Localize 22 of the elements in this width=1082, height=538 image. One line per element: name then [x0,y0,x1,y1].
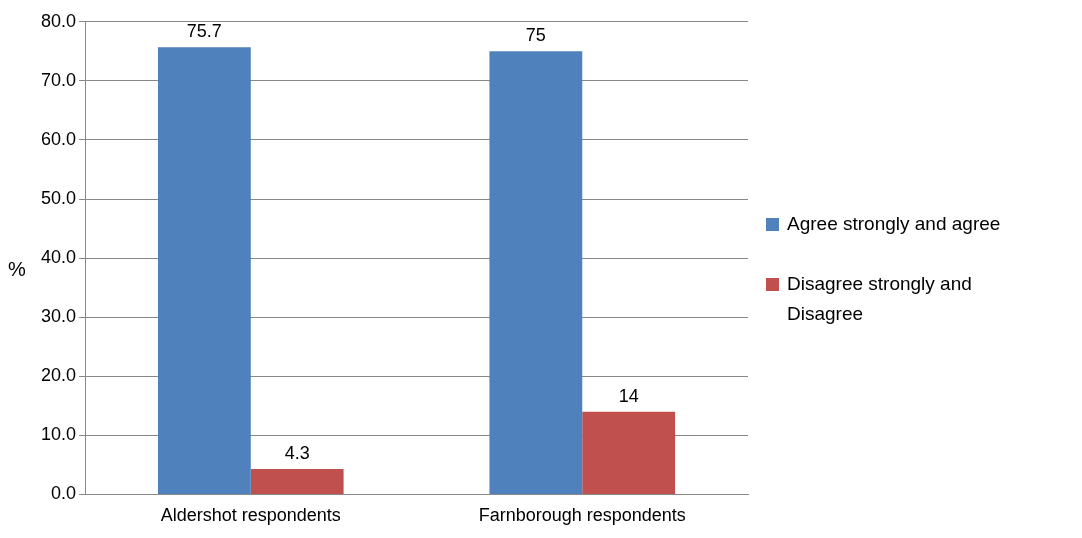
data-label: 75 [525,25,546,46]
y-tick-label: 70.0 [40,69,77,90]
y-tick-label: 60.0 [40,128,77,149]
bar [250,469,344,494]
y-tick-label: 10.0 [40,424,77,445]
x-tick-label: Farnborough respondents [478,505,686,526]
bar [582,411,676,494]
bar [489,51,583,494]
data-label: 4.3 [284,442,310,463]
x-tick-label: Aldershot respondents [160,505,341,526]
legend-label: Agree strongly and agree [787,212,1002,236]
y-tick-label: 50.0 [40,187,77,208]
data-label: 14 [618,385,639,406]
y-axis-title: % [8,256,27,282]
y-tick-label: 0.0 [51,483,77,504]
y-tick-label: 20.0 [40,365,77,386]
legend-label: Disagree strongly and Disagree [787,272,973,326]
data-label: 75.7 [186,21,222,42]
y-tick-label: 80.0 [40,10,77,31]
bar [157,47,251,494]
y-tick-label: 40.0 [40,247,77,268]
y-tick-label: 30.0 [40,306,77,327]
